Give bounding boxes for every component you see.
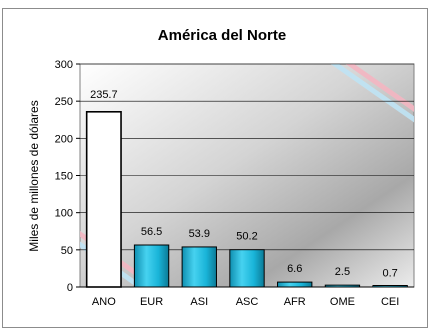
bar-ano xyxy=(85,110,122,288)
data-label-eur: 56.5 xyxy=(141,226,162,238)
data-label-asi: 53.9 xyxy=(189,228,210,240)
bar-asi xyxy=(181,246,217,288)
data-labels: 235.7 56.5 53.9 50.2 6.6 2.5 0.7 xyxy=(90,89,398,280)
gridlines xyxy=(80,63,414,251)
data-label-ano: 235.7 xyxy=(90,89,118,101)
data-label-afr: 6.6 xyxy=(287,263,302,275)
plot-area: 235.7 56.5 53.9 50.2 6.6 2.5 0.7 xyxy=(79,63,415,288)
y-tick-label: 150 xyxy=(55,171,73,183)
x-tick-label-cei: CEI xyxy=(381,296,399,308)
x-tick-label-asi: ASI xyxy=(190,296,208,308)
x-axis-ticks: ANO EUR ASI ASC AFR OME CEI xyxy=(80,286,414,308)
data-label-cei: 0.7 xyxy=(382,267,397,279)
y-axis-ticks: 0 50 100 150 200 250 300 xyxy=(55,59,80,294)
chart-title: América del Norte xyxy=(158,27,286,44)
y-tick-label: 100 xyxy=(55,208,73,220)
bar-asc xyxy=(229,249,265,288)
y-tick-label: 250 xyxy=(55,96,73,108)
data-label-asc: 50.2 xyxy=(236,231,257,243)
y-axis-label: Miles de millones de dólares xyxy=(27,100,41,251)
x-tick-label-ano: ANO xyxy=(92,296,116,308)
x-tick-label-asc: ASC xyxy=(236,296,259,308)
x-tick-label-afr: AFR xyxy=(284,296,306,308)
x-tick-label-eur: EUR xyxy=(140,296,163,308)
data-label-ome: 2.5 xyxy=(335,266,350,278)
y-tick-label: 200 xyxy=(55,133,73,145)
y-tick-label: 0 xyxy=(67,282,73,294)
x-tick-label-ome: OME xyxy=(330,296,355,308)
y-tick-label: 300 xyxy=(55,59,73,71)
bar-afr xyxy=(277,281,313,288)
bar-eur xyxy=(133,244,170,288)
y-tick-label: 50 xyxy=(61,245,73,257)
